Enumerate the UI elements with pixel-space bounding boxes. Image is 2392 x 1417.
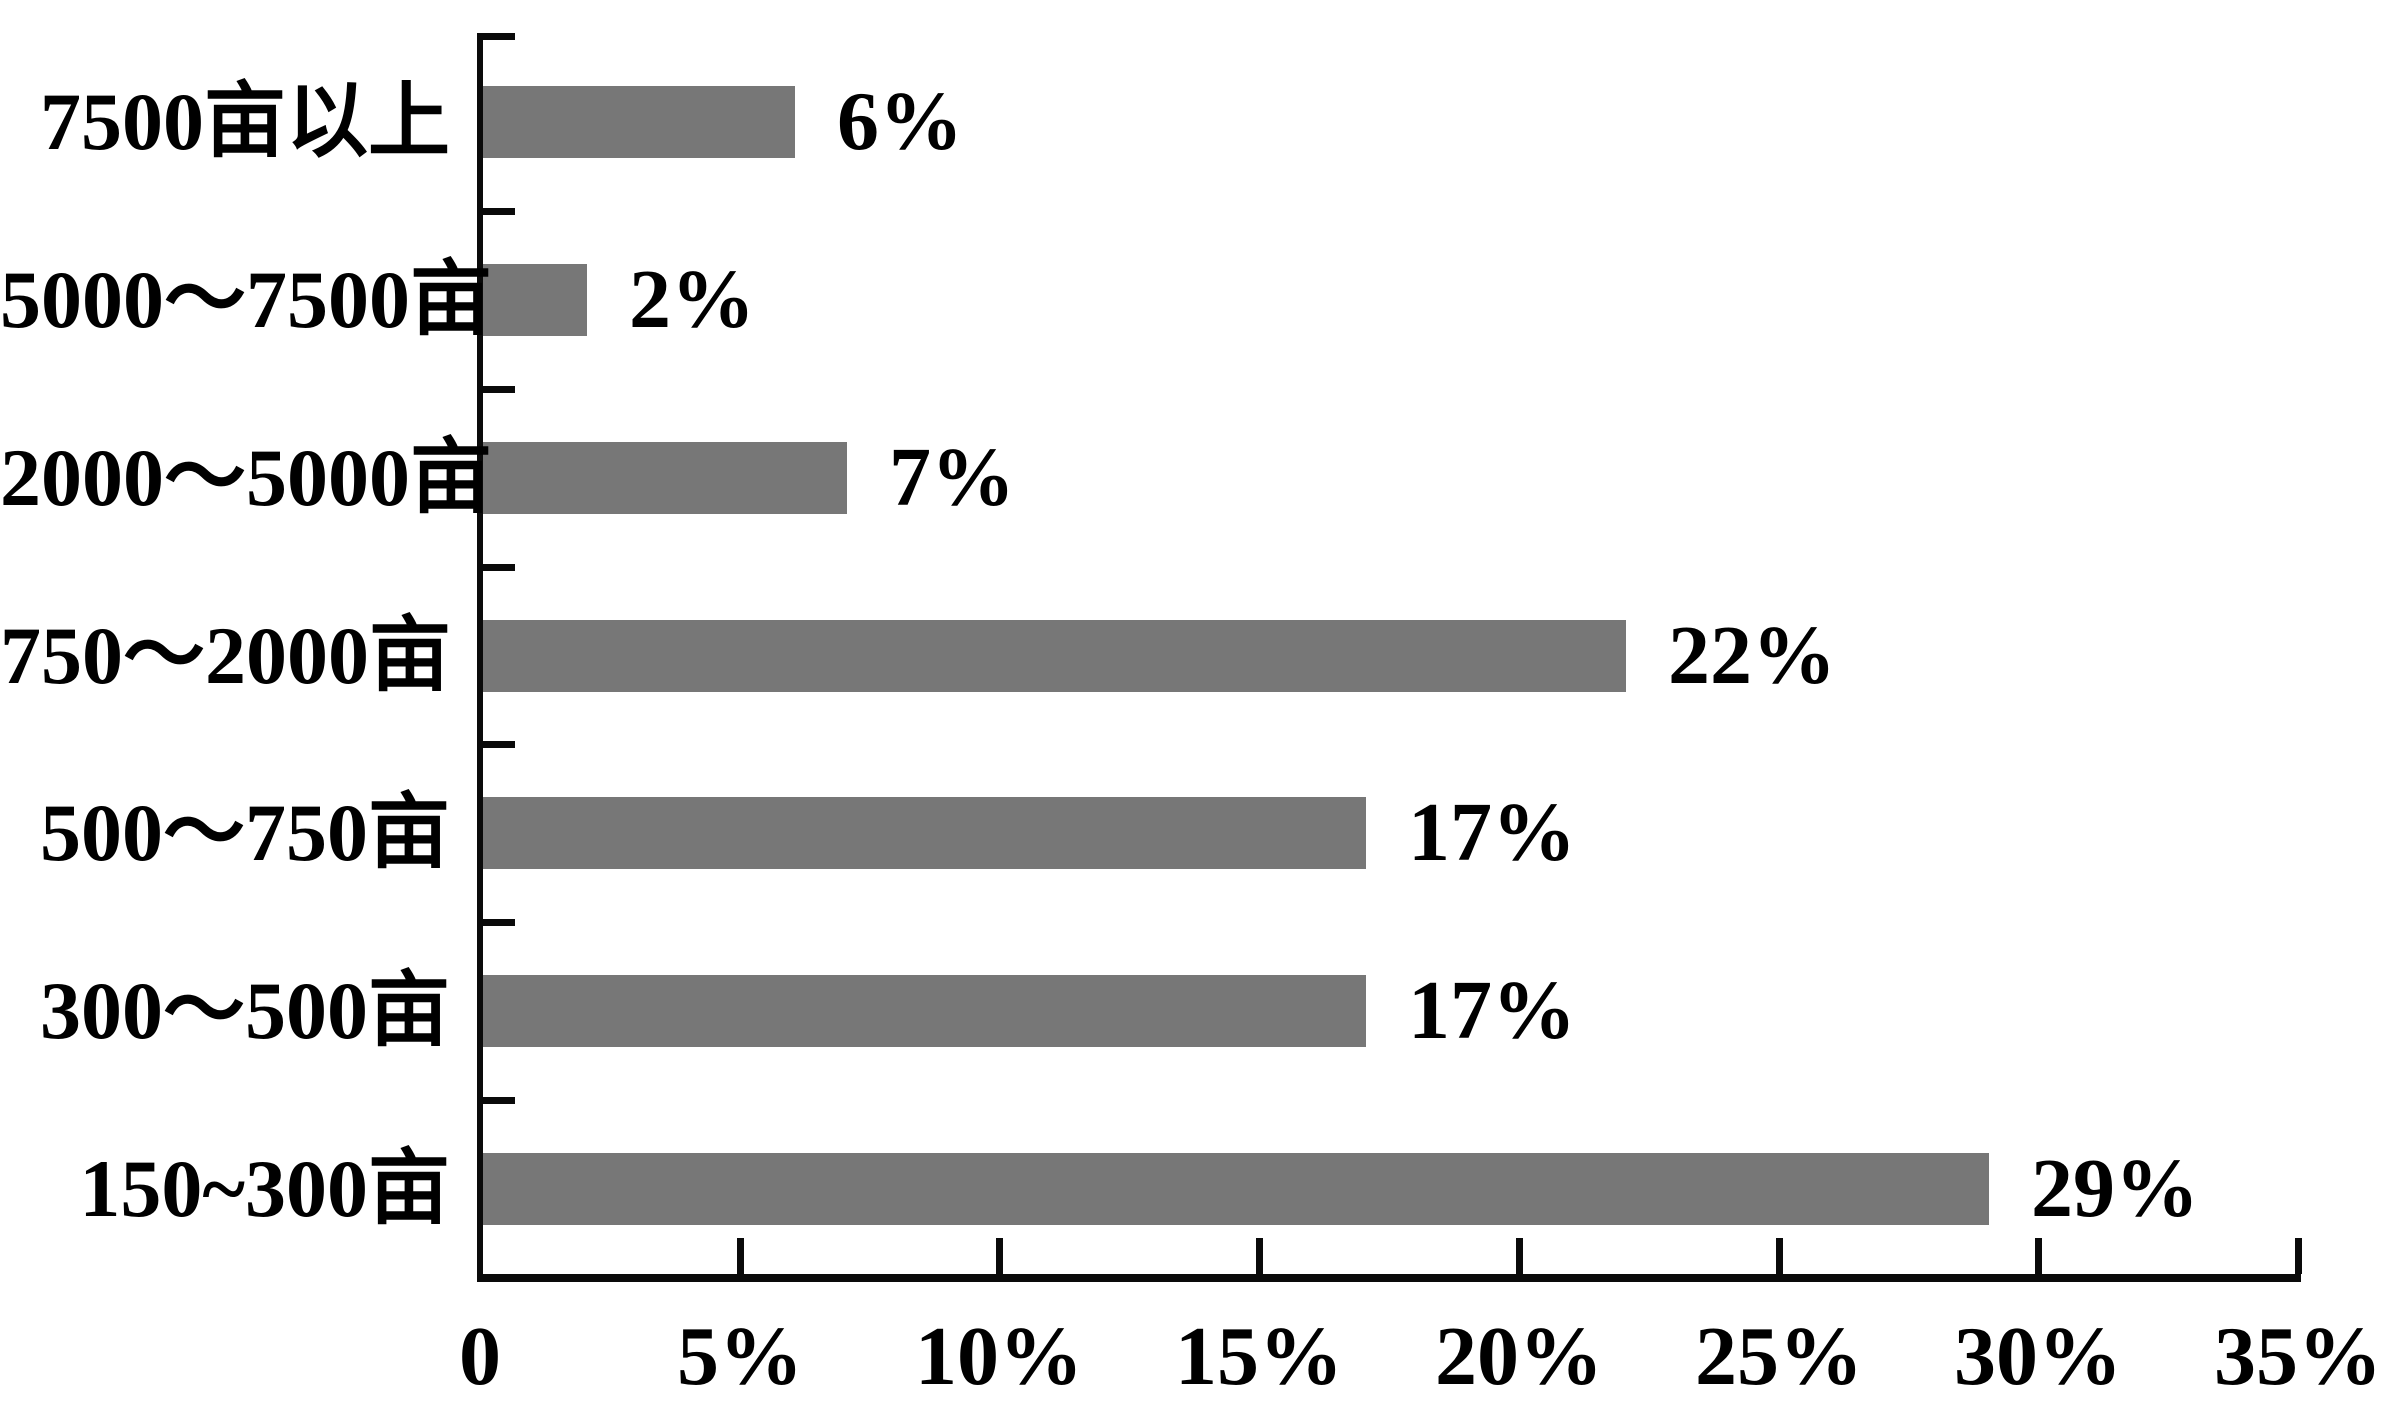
x-axis-tick-label: 15%	[1175, 1310, 1343, 1403]
x-axis-line	[477, 1274, 2301, 1282]
x-axis-tick	[2295, 1238, 2302, 1274]
bar	[483, 264, 587, 336]
bar	[483, 1153, 1989, 1225]
category-label: 750～2000亩	[0, 610, 451, 701]
category-label: 150~300亩	[79, 1143, 450, 1234]
category-label: 500～750亩	[40, 787, 450, 878]
category-label: 5000～7500亩	[0, 254, 492, 345]
y-axis-tick	[483, 1097, 515, 1104]
x-axis-tick-label: 5%	[677, 1310, 803, 1403]
x-axis-tick-label: 20%	[1435, 1310, 1603, 1403]
x-axis-tick-label: 10%	[915, 1310, 1083, 1403]
y-axis-tick	[483, 386, 515, 393]
x-axis-tick-label: 30%	[1954, 1310, 2122, 1403]
y-axis-tick	[483, 741, 515, 748]
bar-value-label: 17%	[1408, 964, 1576, 1057]
category-label: 2000～5000亩	[0, 432, 492, 523]
x-axis-tick-label: 25%	[1695, 1310, 1863, 1403]
y-axis-tick	[483, 33, 515, 40]
x-axis-tick	[996, 1238, 1003, 1274]
x-axis-tick-label: 35%	[2214, 1310, 2382, 1403]
x-axis-tick	[737, 1238, 744, 1274]
bar	[483, 86, 795, 158]
x-axis-tick	[1256, 1238, 1263, 1274]
x-axis-tick	[2035, 1238, 2042, 1274]
bar-value-label: 7%	[889, 431, 1015, 524]
category-label: 7500亩以上	[39, 76, 450, 167]
bar	[483, 975, 1366, 1047]
bar	[483, 442, 847, 514]
bar-value-label: 2%	[629, 253, 755, 346]
y-axis-line	[477, 33, 483, 1282]
bar-value-label: 17%	[1408, 786, 1576, 879]
bar-value-label: 6%	[837, 75, 963, 168]
y-axis-tick	[483, 919, 515, 926]
y-axis-tick	[483, 208, 515, 215]
x-axis-tick	[1776, 1238, 1783, 1274]
bar-value-label: 22%	[1668, 609, 1836, 702]
bar	[483, 797, 1366, 869]
bar-value-label: 29%	[2031, 1142, 2199, 1235]
bar	[483, 620, 1626, 692]
y-axis-tick	[483, 564, 515, 571]
category-label: 300～500亩	[40, 965, 450, 1056]
x-axis-tick-label: 0	[459, 1310, 501, 1403]
x-axis-tick	[1516, 1238, 1523, 1274]
